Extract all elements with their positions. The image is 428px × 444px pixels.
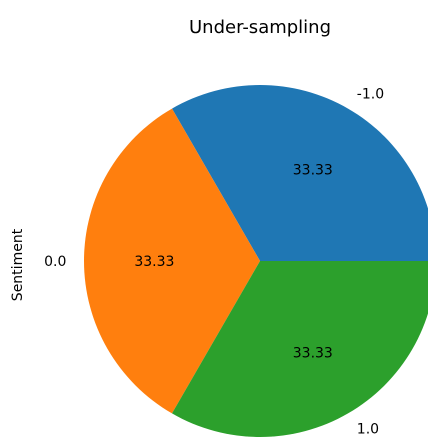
y-axis-label: Sentiment bbox=[10, 228, 26, 301]
slice-category-label: 0.0 bbox=[44, 254, 66, 270]
pie-labels: 33.33 -1.0 33.33 0.0 33.33 1.0 bbox=[44, 86, 384, 437]
slice-value-label: 33.33 bbox=[134, 254, 174, 270]
pie-slice bbox=[172, 85, 428, 261]
pie-slice bbox=[172, 261, 428, 437]
slice-value-label: 33.33 bbox=[293, 163, 333, 179]
slice-category-label: -1.0 bbox=[357, 86, 384, 102]
slice-category-label: 1.0 bbox=[357, 422, 379, 438]
pie-slices bbox=[84, 85, 428, 437]
chart-title: Under-sampling bbox=[189, 17, 331, 38]
slice-value-label: 33.33 bbox=[293, 345, 333, 361]
